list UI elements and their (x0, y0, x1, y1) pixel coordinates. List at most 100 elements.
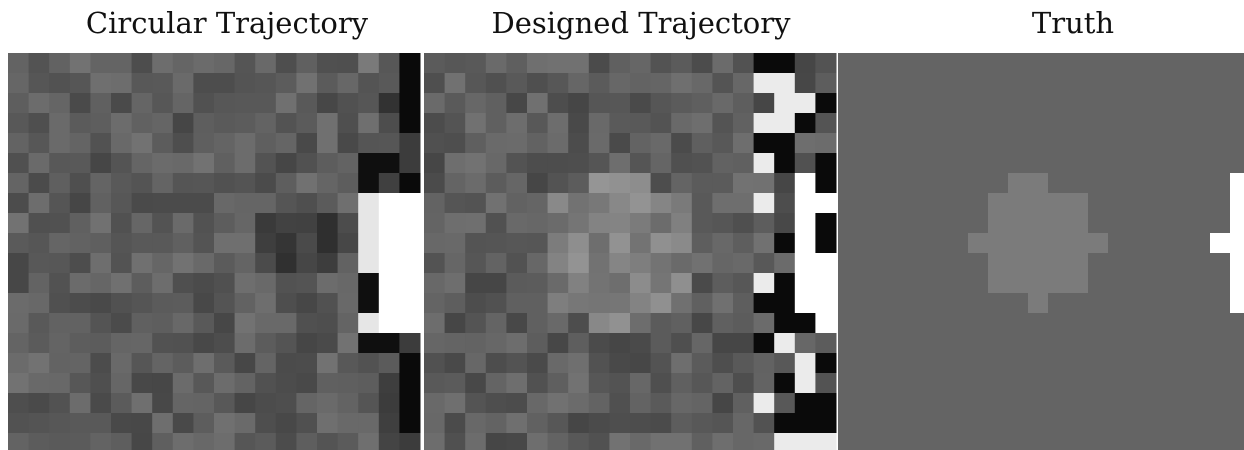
pixel (548, 153, 569, 174)
pixel (527, 213, 548, 234)
pixel (214, 113, 235, 134)
pixel (358, 373, 379, 394)
pixel (568, 113, 589, 134)
pixel (754, 293, 775, 314)
pixel (754, 133, 775, 154)
pixel (317, 233, 338, 254)
pixel (358, 173, 379, 194)
pixel (255, 93, 276, 114)
pixel (506, 193, 527, 214)
pixel (651, 73, 672, 94)
pixel (193, 273, 214, 294)
pixel (630, 433, 651, 450)
pixel (754, 173, 775, 194)
pixel (548, 193, 569, 214)
pixel (712, 273, 733, 294)
pixel (214, 413, 235, 434)
pixel (692, 53, 713, 74)
pixel (568, 153, 589, 174)
pixel (8, 233, 29, 254)
pixel (152, 333, 173, 354)
pixel (712, 73, 733, 94)
pixel (815, 373, 836, 394)
pixel (193, 133, 214, 154)
pixel (774, 233, 795, 254)
pixel (795, 393, 816, 414)
pixel (379, 393, 400, 414)
pixel (589, 313, 610, 334)
pixel (527, 293, 548, 314)
pixel (527, 253, 548, 274)
pixel (70, 53, 91, 74)
pixel (90, 313, 111, 334)
pixel (568, 253, 589, 274)
pixel (214, 193, 235, 214)
pixel (8, 93, 29, 114)
pixel (651, 153, 672, 174)
pixel (214, 173, 235, 194)
pixel (651, 353, 672, 374)
pixel (609, 433, 630, 450)
pixel (399, 313, 420, 334)
pixel (815, 73, 836, 94)
pixel (465, 113, 486, 134)
pixel (568, 433, 589, 450)
pixel (651, 293, 672, 314)
pixel (445, 313, 466, 334)
pixel (795, 73, 816, 94)
pixel (630, 413, 651, 434)
pixel (193, 233, 214, 254)
pixel (671, 93, 692, 114)
pixel (173, 433, 194, 450)
pixel (589, 393, 610, 414)
pixel (754, 313, 775, 334)
pixel (276, 273, 297, 294)
pixel (486, 373, 507, 394)
pixel (296, 353, 317, 374)
pixel (296, 233, 317, 254)
pixel (589, 213, 610, 234)
pixel (358, 293, 379, 314)
pixel (445, 153, 466, 174)
pixel (774, 193, 795, 214)
pixel (815, 113, 836, 134)
pixel (214, 353, 235, 374)
pixel (754, 233, 775, 254)
pixel (589, 113, 610, 134)
pixel (152, 113, 173, 134)
pixel (338, 93, 359, 114)
pixel (358, 233, 379, 254)
pixel (733, 373, 754, 394)
pixel (132, 153, 153, 174)
pixel (651, 213, 672, 234)
pixel (609, 373, 630, 394)
pixel (815, 293, 836, 314)
pixel (152, 153, 173, 174)
pixel (445, 73, 466, 94)
pixel (589, 353, 610, 374)
pixel (671, 333, 692, 354)
pixel (568, 293, 589, 314)
pixel (358, 53, 379, 74)
pixel (465, 233, 486, 254)
pixel (465, 413, 486, 434)
pixel (692, 173, 713, 194)
pixel (317, 413, 338, 434)
pixel (589, 133, 610, 154)
pixel (651, 133, 672, 154)
pixel (486, 213, 507, 234)
pixel (527, 93, 548, 114)
pixel (235, 173, 256, 194)
pixel (630, 293, 651, 314)
pixel (173, 173, 194, 194)
pixel (609, 53, 630, 74)
pixel (589, 233, 610, 254)
pixel (111, 173, 132, 194)
pixel (651, 313, 672, 334)
pixel (132, 93, 153, 114)
pixel (214, 73, 235, 94)
pixel (317, 293, 338, 314)
pixel (214, 373, 235, 394)
pixel (445, 353, 466, 374)
pixel (338, 373, 359, 394)
